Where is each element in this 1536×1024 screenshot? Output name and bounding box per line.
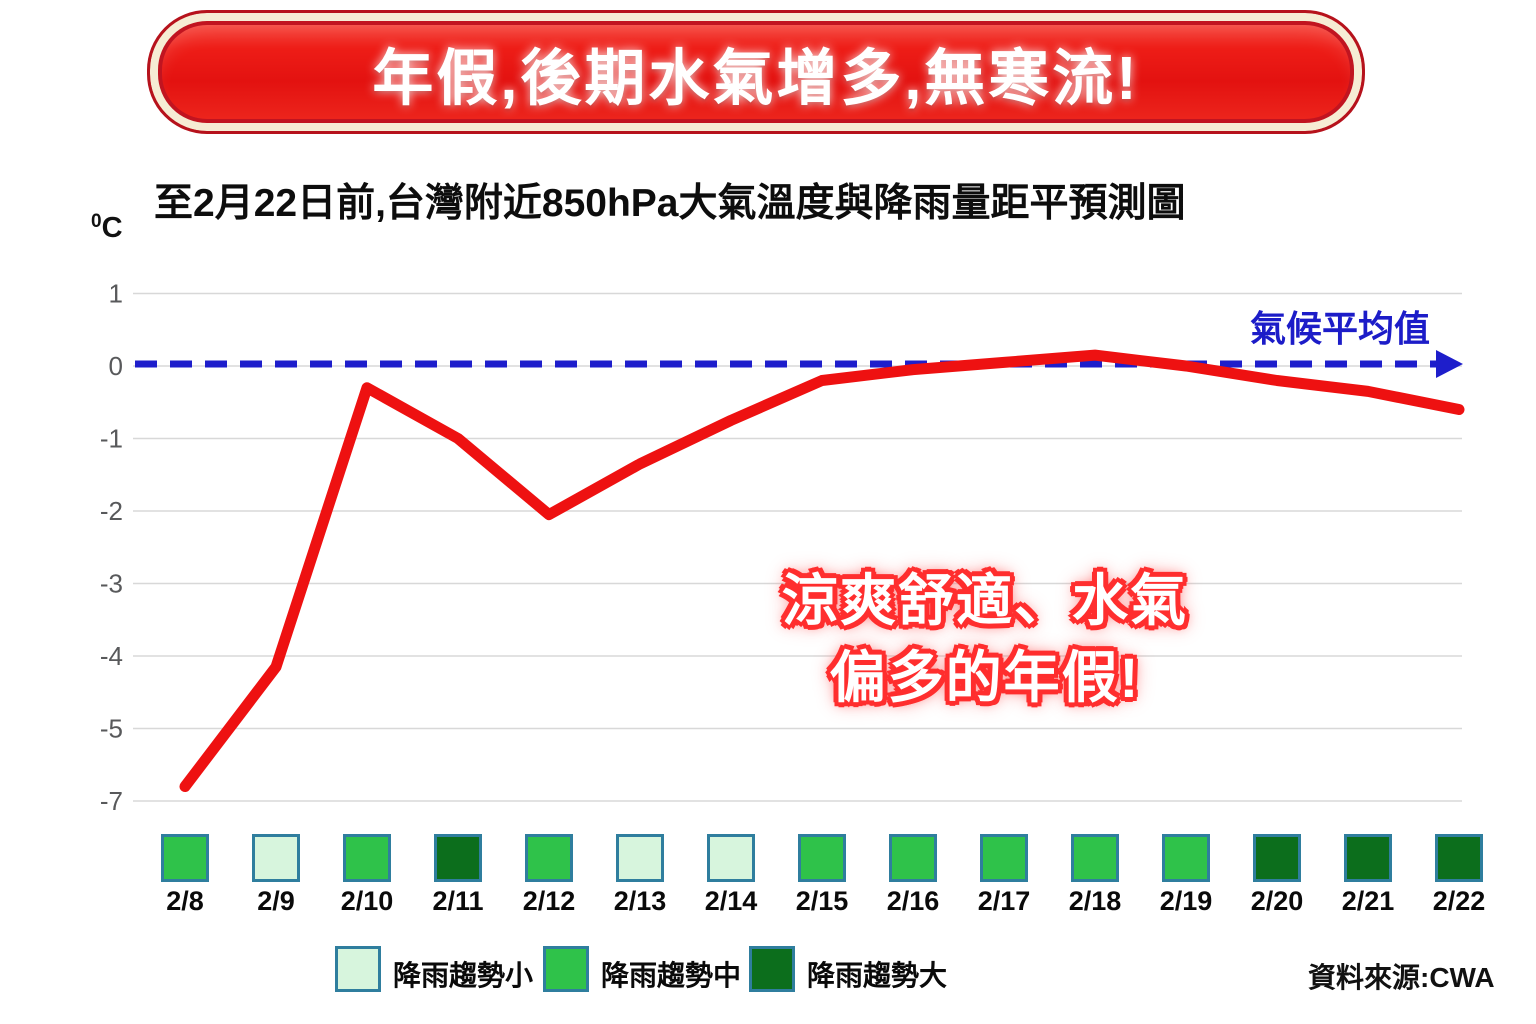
date-label: 2/18 (1068, 886, 1122, 916)
date-label: 2/10 (340, 886, 394, 916)
y-tick-label: -3 (100, 569, 123, 599)
rain-tendency-square (1071, 834, 1119, 882)
annotation-line-2: 偏多的年假! (829, 646, 1141, 709)
y-tick-label: -4 (100, 641, 123, 671)
temperature-anomaly-line (179, 349, 1465, 792)
unit-main: C (101, 212, 123, 244)
y-tick-label: -2 (100, 496, 123, 526)
legend-square-medium (543, 946, 589, 992)
legend-label-small: 降雨趨勢小 (393, 960, 534, 991)
unit-superscript: 0 (91, 211, 102, 232)
date-label: 2/22 (1432, 886, 1486, 916)
headline-text: 年假,後期水氣增多,無寒流! (372, 43, 1140, 112)
date-label: 2/9 (257, 886, 295, 916)
date-label: 2/11 (432, 886, 484, 916)
date-label: 2/13 (613, 886, 667, 916)
rain-tendency-square (1253, 834, 1301, 882)
rain-tendency-square (798, 834, 846, 882)
headline-banner: 年假,後期水氣增多,無寒流! (147, 10, 1365, 134)
y-tick-label: -5 (100, 714, 123, 744)
legend-label-medium: 降雨趨勢中 (601, 960, 742, 991)
rain-tendency-square (434, 834, 482, 882)
rain-tendency-square (1435, 834, 1483, 882)
climate-average-label: 氣候平均值 (1250, 308, 1431, 349)
rain-tendency-square (889, 834, 937, 882)
date-label: 2/16 (886, 886, 940, 916)
rain-tendency-square (525, 834, 573, 882)
rain-tendency-square (707, 834, 755, 882)
rain-tendency-square (161, 834, 209, 882)
date-label: 2/15 (795, 886, 849, 916)
rain-tendency-square (343, 834, 391, 882)
chart-title: 至2月22日前,台灣附近850hPa大氣溫度與降雨量距平預測圖 (154, 182, 1186, 225)
date-label: 2/14 (704, 886, 758, 916)
rain-tendency-square (616, 834, 664, 882)
annotation-text: 涼爽舒適、水氣 偏多的年假! (700, 562, 1270, 716)
annotation-line-1: 涼爽舒適、水氣 (782, 569, 1188, 632)
rain-tendency-square (252, 834, 300, 882)
y-tick-label: -1 (100, 424, 123, 454)
date-label: 2/8 (166, 886, 204, 916)
arrowhead-icon (1436, 350, 1463, 378)
date-label: 2/20 (1250, 886, 1304, 916)
legend-square-small (335, 946, 381, 992)
y-tick-label: 1 (109, 279, 123, 309)
y-tick-label: -7 (100, 786, 123, 816)
date-label: 2/12 (522, 886, 576, 916)
legend-square-large (749, 946, 795, 992)
y-axis-unit-label: 0C (91, 212, 123, 245)
rain-tendency-square (1162, 834, 1210, 882)
legend-label-large: 降雨趨勢大 (807, 960, 948, 991)
date-label: 2/19 (1159, 886, 1213, 916)
date-label: 2/21 (1341, 886, 1395, 916)
y-tick-label: 0 (109, 351, 123, 381)
rain-tendency-square (1344, 834, 1392, 882)
rain-tendency-square (980, 834, 1028, 882)
source-credit: 資料來源:CWA (1308, 962, 1495, 993)
date-label: 2/17 (977, 886, 1031, 916)
